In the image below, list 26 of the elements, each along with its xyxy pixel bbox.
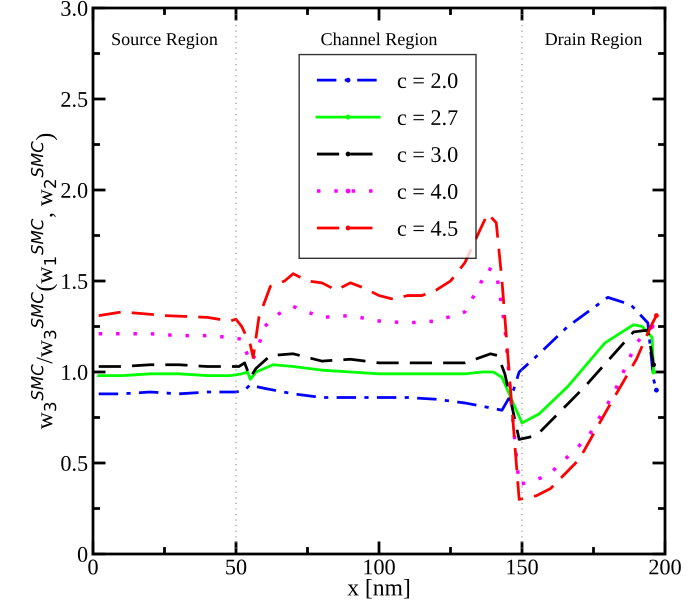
- y-tick-label: 2.0: [61, 182, 88, 198]
- y-tick-label: 0.5: [61, 456, 88, 472]
- text: w$_{3}$$^{SMC}$/w$_{3}$$^{SMC}$(w$_{1}$$^{SMC}$, w$_{2}$$^{SMC}$): [30, 134, 58, 430]
- annotation: Source Region: [112, 33, 218, 49]
- y-tick-label: 1.5: [62, 274, 88, 290]
- x-axis-title: x [nm]: [347, 579, 410, 599]
- legend-label: c = 4.0: [398, 184, 458, 200]
- legend-label: c = 2.7: [398, 110, 458, 126]
- x-tick-label: 200: [649, 560, 681, 574]
- x-tick-label: 100: [364, 560, 395, 574]
- x-tick-label: 0: [88, 560, 98, 574]
- y-tick-label: 1.0: [62, 364, 88, 380]
- y-tick-label: 0: [78, 546, 88, 562]
- line-series: [96, 266, 655, 487]
- annotation: Drain Region: [545, 33, 642, 49]
- y-tick-label: 2.5: [61, 92, 88, 108]
- line-series: [97, 296, 659, 412]
- line-series: [97, 328, 656, 441]
- x-tick-label: 50: [226, 560, 246, 574]
- legend-label: c = 2.0: [398, 73, 458, 88]
- annotation: Channel Region: [321, 32, 438, 49]
- legend-label: c = 4.5: [398, 221, 458, 236]
- legend-label: c = 3.0: [398, 147, 458, 162]
- y-tick-label: 3.0: [61, 0, 88, 16]
- line-series: [97, 323, 656, 424]
- x-tick-label: 150: [507, 560, 538, 574]
